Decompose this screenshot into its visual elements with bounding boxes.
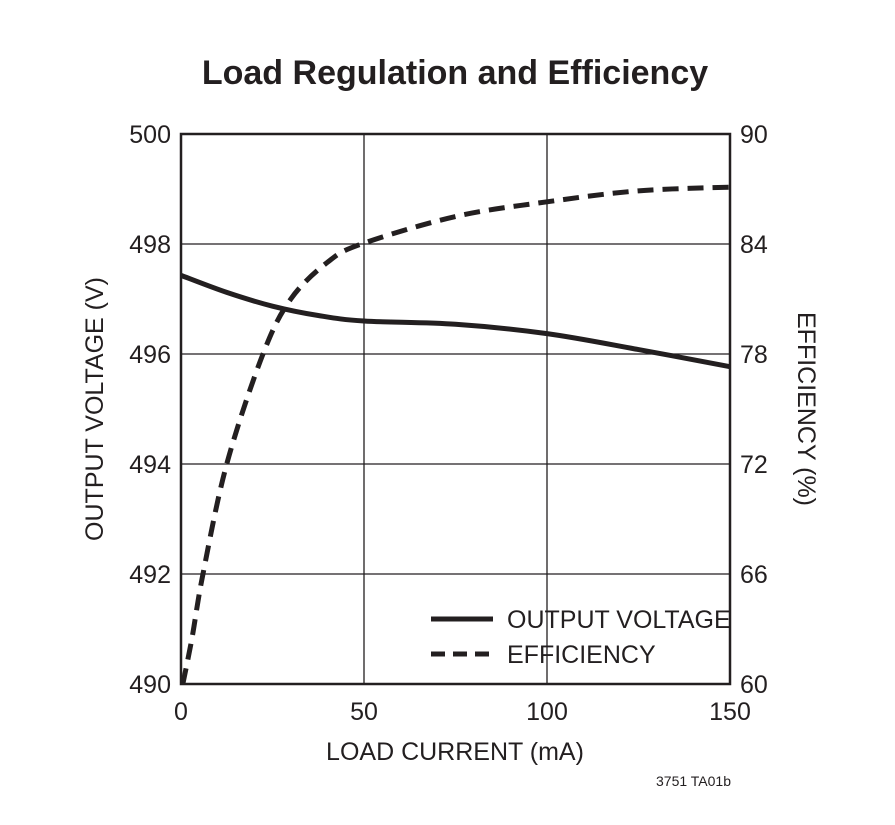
legend-label-efficiency: EFFICIENCY bbox=[507, 641, 656, 669]
series-line-efficiency bbox=[180, 184, 731, 685]
y2-tick-label: 78 bbox=[740, 341, 768, 369]
tick-labels: 0 50 100 150 490 492 494 496 498 500 60 66 72 78 84 90 bbox=[129, 121, 768, 726]
series-line-output-voltage bbox=[180, 273, 731, 370]
y2-tick-label: 66 bbox=[740, 561, 768, 589]
x-tick-label: 150 bbox=[709, 698, 751, 726]
x-tick-label: 50 bbox=[350, 698, 378, 726]
legend: OUTPUT VOLTAGE EFFICIENCY bbox=[431, 606, 731, 669]
y-tick-label: 494 bbox=[129, 451, 171, 479]
grid bbox=[181, 134, 730, 684]
x-tick-label: 100 bbox=[526, 698, 568, 726]
y2-tick-label: 72 bbox=[740, 451, 768, 479]
x-axis-label: LOAD CURRENT (mA) bbox=[326, 738, 584, 766]
y2-tick-label: 84 bbox=[740, 231, 768, 259]
plot-frame bbox=[179, 132, 732, 686]
chart-title: Load Regulation and Efficiency bbox=[202, 54, 708, 92]
y2-tick-label: 90 bbox=[740, 121, 768, 149]
y2-tick-label: 60 bbox=[740, 671, 768, 699]
y2-axis-label: EFFICIENCY (%) bbox=[792, 312, 820, 506]
x-tick-label: 0 bbox=[174, 698, 188, 726]
figure-footnote: 3751 TA01b bbox=[656, 773, 731, 789]
y-tick-label: 492 bbox=[129, 561, 171, 589]
y-tick-label: 500 bbox=[129, 121, 171, 149]
legend-label-output-voltage: OUTPUT VOLTAGE bbox=[507, 606, 731, 634]
y-axis-label: OUTPUT VOLTAGE (V) bbox=[81, 277, 109, 541]
y-tick-label: 498 bbox=[129, 231, 171, 259]
series-layer bbox=[180, 184, 731, 685]
y-tick-label: 496 bbox=[129, 341, 171, 369]
y-tick-label: 490 bbox=[129, 671, 171, 699]
